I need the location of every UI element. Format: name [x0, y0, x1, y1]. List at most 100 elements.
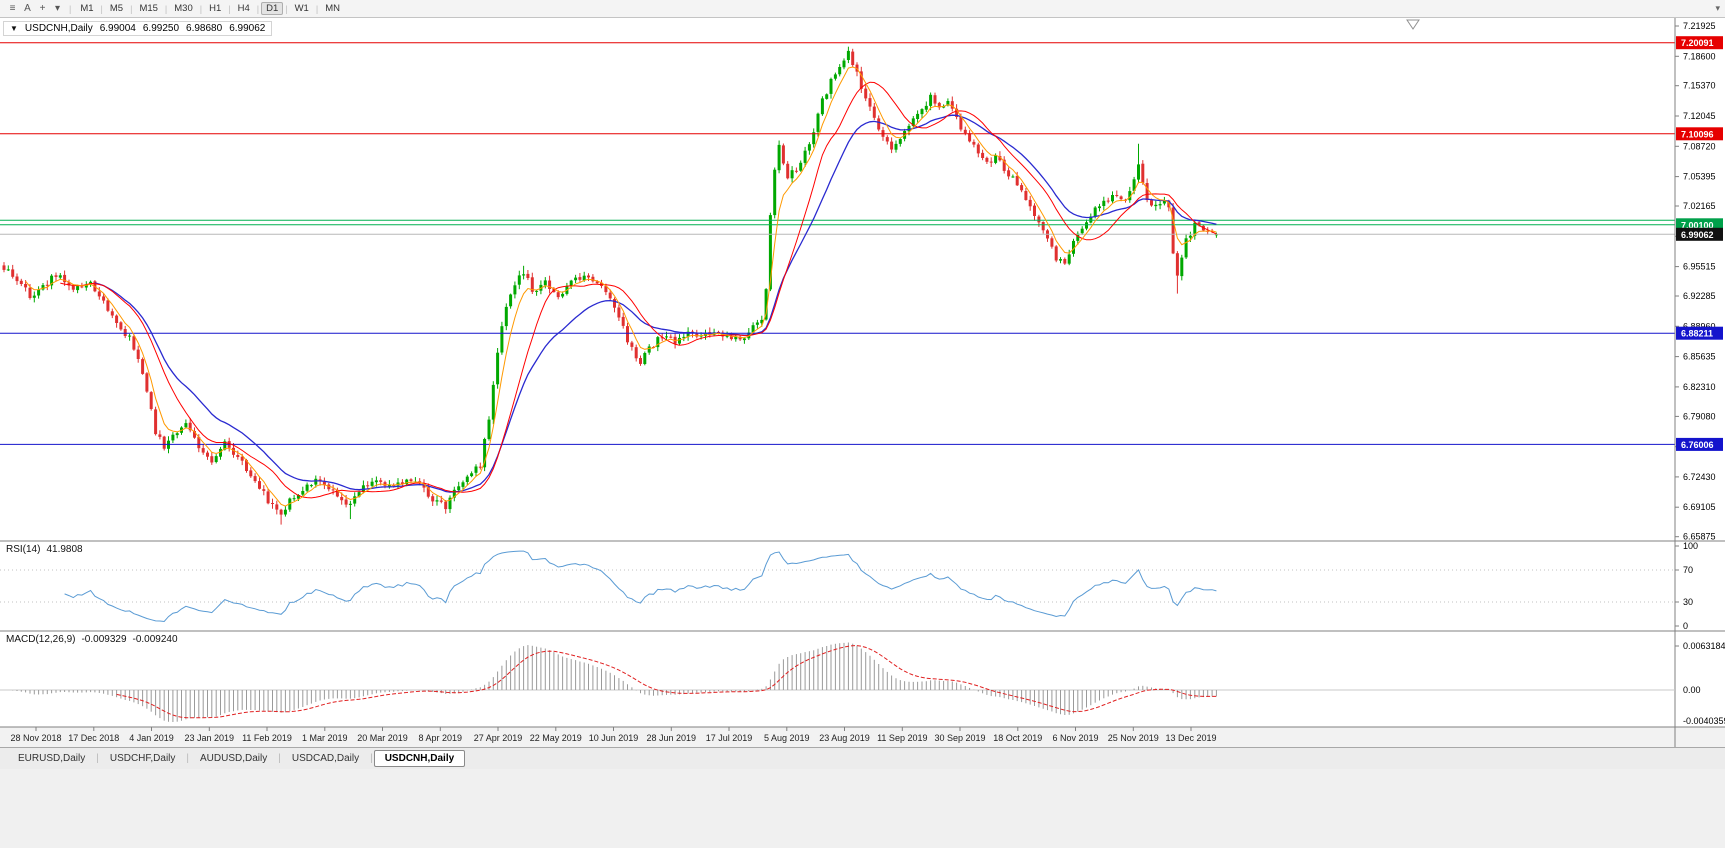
svg-text:100: 100: [1683, 541, 1698, 551]
svg-text:28 Jun 2019: 28 Jun 2019: [647, 733, 697, 743]
window-bottom-filler: [0, 769, 1725, 848]
svg-text:0: 0: [1683, 621, 1688, 631]
timeframe-button-m5[interactable]: M5: [105, 2, 128, 15]
svg-text:70: 70: [1683, 565, 1693, 575]
svg-text:0.0063184: 0.0063184: [1683, 641, 1725, 651]
timeframe-button-mn[interactable]: MN: [320, 2, 345, 15]
svg-text:6.95515: 6.95515: [1683, 262, 1716, 272]
timeframe-group: M1 | M5 | M15 | M30 | H1 | H4 | D1 | W1 | MN: [75, 2, 345, 15]
svg-text:6.76006: 6.76006: [1681, 440, 1714, 450]
svg-text:30: 30: [1683, 597, 1693, 607]
svg-text:7.12045: 7.12045: [1683, 111, 1716, 121]
symbol-ohlc-readout: ▼ USDCNH,Daily 6.99004 6.99250 6.98680 6…: [3, 21, 273, 36]
toolbar-icons: ≡ A + ▾: [5, 1, 65, 16]
svg-text:1 Mar 2019: 1 Mar 2019: [302, 733, 348, 743]
svg-text:6.88960: 6.88960: [1683, 321, 1716, 331]
svg-text:6.72430: 6.72430: [1683, 472, 1716, 482]
toolbar-separator: |: [199, 3, 203, 14]
timeframe-button-h4[interactable]: H4: [233, 2, 255, 15]
timeframe-button-d1[interactable]: D1: [261, 2, 284, 15]
bar-close-value: 6.99062: [229, 23, 266, 34]
svg-text:6.65875: 6.65875: [1683, 532, 1716, 542]
svg-text:17 Dec 2018: 17 Dec 2018: [68, 733, 119, 743]
svg-text:22 May 2019: 22 May 2019: [530, 733, 582, 743]
tab-separator: |: [96, 753, 99, 764]
rsi-indicator-label: RSI(14) 41.9808: [6, 544, 83, 555]
macd-indicator-label: MACD(12,26,9) -0.009329 -0.009240: [6, 634, 178, 645]
toolbar-collapse-caret-icon[interactable]: ▾: [1715, 3, 1720, 13]
chart-canvas[interactable]: 7.21925 7.18600 7.15370 7.12045 7.08720 7.053…: [0, 18, 1725, 747]
svg-text:6.82310: 6.82310: [1683, 382, 1716, 392]
svg-text:6.79080: 6.79080: [1683, 411, 1716, 421]
tab-usdcnh[interactable]: USDCNH,Daily: [373, 750, 466, 767]
svg-text:10 Jun 2019: 10 Jun 2019: [589, 733, 639, 743]
svg-text:27 Apr 2019: 27 Apr 2019: [474, 733, 523, 743]
svg-text:7.08720: 7.08720: [1683, 141, 1716, 151]
macd-histogram: [12, 642, 1217, 722]
toolbar-separator: |: [256, 3, 260, 14]
rsi-value: 41.9808: [46, 544, 83, 555]
bar-high-value: 6.99250: [142, 23, 180, 34]
timeframe-button-m1[interactable]: M1: [75, 2, 98, 15]
one-click-trading-caret-icon[interactable]: ▼: [10, 24, 18, 33]
chart-list-icon[interactable]: ≡: [9, 3, 16, 14]
tab-separator: |: [278, 753, 281, 764]
tab-audusd[interactable]: AUDUSD,Daily: [200, 753, 268, 764]
toolbar-separator: |: [164, 3, 168, 14]
svg-text:5 Aug 2019: 5 Aug 2019: [764, 733, 810, 743]
timeframe-button-m15[interactable]: M15: [134, 2, 162, 15]
toolbar-separator: |: [315, 3, 319, 14]
svg-text:6.99062: 6.99062: [1681, 230, 1714, 240]
date-axis[interactable]: 28 Nov 2018 17 Dec 2018 4 Jan 2019 23 Jan 2…: [0, 726, 1725, 743]
svg-text:28 Nov 2018: 28 Nov 2018: [10, 733, 61, 743]
macd-name: MACD(12,26,9): [6, 634, 76, 645]
moving-average-lines: [25, 66, 1217, 507]
bar-open-value: 6.99004: [99, 23, 136, 34]
svg-text:20 Mar 2019: 20 Mar 2019: [357, 733, 408, 743]
svg-text:6.69105: 6.69105: [1683, 502, 1716, 512]
objects-dropdown-caret-icon[interactable]: ▾: [54, 3, 61, 14]
level-lines[interactable]: [0, 42, 1675, 445]
svg-text:7.05395: 7.05395: [1683, 172, 1716, 182]
chart-region: 7.21925 7.18600 7.15370 7.12045 7.08720 7.053…: [0, 18, 1725, 747]
svg-text:6.92285: 6.92285: [1683, 291, 1716, 301]
toolbar-separator: |: [228, 3, 231, 14]
svg-text:13 Dec 2019: 13 Dec 2019: [1165, 733, 1216, 743]
rsi-name: RSI(14): [6, 544, 41, 555]
toolbar-separator: |: [130, 3, 133, 14]
chart-shift-marker-icon[interactable]: [1406, 19, 1420, 30]
svg-text:7.10096: 7.10096: [1681, 129, 1714, 139]
toolbar-separator: |: [69, 3, 72, 14]
svg-text:17 Jul 2019: 17 Jul 2019: [706, 733, 753, 743]
crosshair-icon[interactable]: +: [39, 3, 46, 14]
svg-text:4 Jan 2019: 4 Jan 2019: [129, 733, 174, 743]
toolbar-separator: |: [285, 3, 288, 14]
svg-text:7.20091: 7.20091: [1681, 38, 1714, 48]
tab-usdcad[interactable]: USDCAD,Daily: [291, 753, 360, 764]
svg-text:-0.0040359: -0.0040359: [1683, 716, 1725, 726]
svg-text:0.00: 0.00: [1683, 685, 1701, 695]
symbol-name: USDCNH,Daily: [24, 23, 93, 34]
svg-text:8 Apr 2019: 8 Apr 2019: [419, 733, 463, 743]
tab-usdchf[interactable]: USDCHF,Daily: [109, 753, 176, 764]
tab-eurusd[interactable]: EURUSD,Daily: [18, 753, 86, 764]
macd-signal-line: [116, 645, 1217, 719]
text-tool-icon[interactable]: A: [24, 3, 31, 14]
svg-text:7.21925: 7.21925: [1683, 21, 1716, 31]
svg-text:11 Sep 2019: 11 Sep 2019: [877, 733, 927, 743]
tab-separator: |: [186, 753, 190, 764]
svg-text:23 Aug 2019: 23 Aug 2019: [819, 733, 870, 743]
timeframe-button-m30[interactable]: M30: [169, 2, 197, 15]
chart-tabs: EURUSD,Daily | USDCHF,Daily | AUDUSD,Daily | U…: [0, 747, 1725, 769]
svg-text:7.02165: 7.02165: [1683, 201, 1716, 211]
timeframe-button-w1[interactable]: W1: [290, 2, 314, 15]
svg-text:25 Nov 2019: 25 Nov 2019: [1108, 733, 1159, 743]
bar-low-value: 6.98680: [186, 23, 223, 34]
timeframe-button-h1[interactable]: H1: [204, 2, 226, 15]
svg-text:30 Sep 2019: 30 Sep 2019: [934, 733, 985, 743]
svg-text:7.00100: 7.00100: [1681, 220, 1714, 230]
svg-text:23 Jan 2019: 23 Jan 2019: [185, 733, 235, 743]
macd-signal-value: -0.009240: [132, 634, 178, 645]
